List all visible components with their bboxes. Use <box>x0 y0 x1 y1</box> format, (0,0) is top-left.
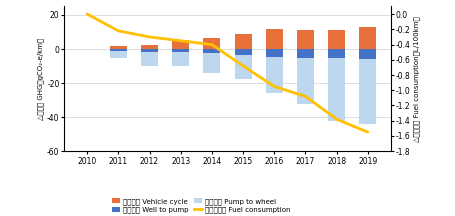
Bar <box>297 49 314 103</box>
Bar <box>234 49 252 55</box>
Bar <box>110 49 127 57</box>
Bar <box>203 38 221 49</box>
Legend: 车辆周期 Vehicle cycle, 燃料生产 Well to pump, 燃料使用 Pump to wheel, 油耗平均値 Fuel consumptio: 车辆周期 Vehicle cycle, 燃料生产 Well to pump, 燃… <box>112 198 291 213</box>
Bar <box>328 49 345 58</box>
Bar <box>203 49 221 53</box>
Bar <box>359 27 376 49</box>
Bar <box>203 49 221 73</box>
Bar <box>328 49 345 121</box>
Bar <box>266 29 283 49</box>
Bar <box>172 40 189 49</box>
Y-axis label: △碳排放 GHG（gCO₂-e/km）: △碳排放 GHG（gCO₂-e/km） <box>38 38 44 120</box>
Bar <box>297 30 314 49</box>
Bar <box>141 49 158 52</box>
Bar <box>266 49 283 93</box>
Bar <box>141 49 158 66</box>
Bar <box>266 49 283 57</box>
Bar <box>110 46 127 49</box>
Bar <box>359 49 376 124</box>
Bar <box>141 45 158 49</box>
Y-axis label: △平均油耗 Fuel consumption（L/100km）: △平均油耗 Fuel consumption（L/100km） <box>413 16 420 142</box>
Bar <box>110 49 127 51</box>
Bar <box>359 49 376 59</box>
Bar <box>297 49 314 57</box>
Bar <box>234 49 252 79</box>
Bar <box>234 34 252 49</box>
Bar <box>172 49 189 52</box>
Bar <box>328 30 345 49</box>
Bar <box>172 49 189 66</box>
